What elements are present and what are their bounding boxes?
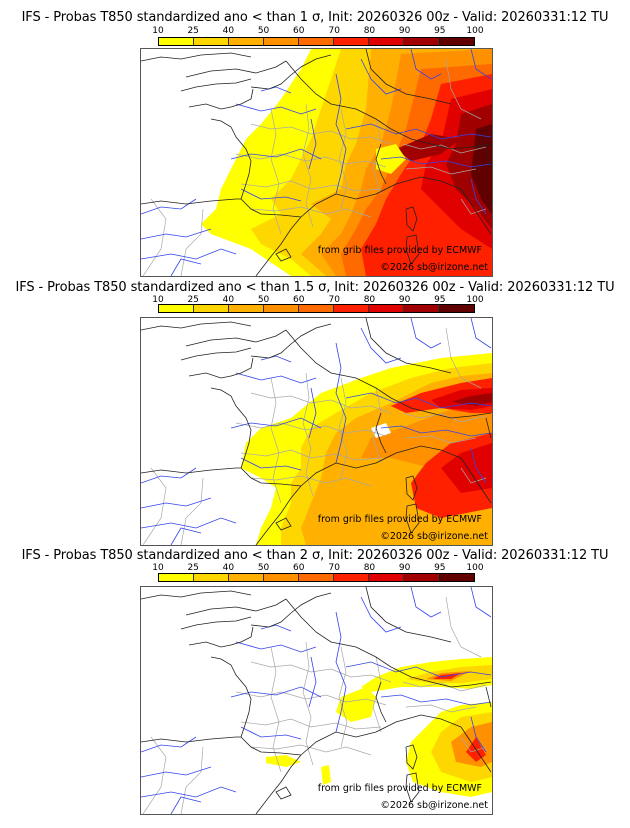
colorbar-segment — [368, 38, 404, 45]
map-canvas — [141, 318, 492, 545]
colorbar-tick: 60 — [293, 295, 305, 305]
colorbar-segment — [403, 38, 439, 45]
colorbar-segment — [403, 574, 439, 581]
colorbar-tick: 50 — [257, 26, 270, 36]
map-canvas — [141, 587, 492, 814]
panel-2: IFS - Probas T850 standardized ano < tha… — [15, 280, 615, 546]
colorbar-segment — [403, 305, 439, 312]
colorbar-segment — [438, 574, 474, 581]
colorbar-segment — [368, 574, 404, 581]
colorbar — [158, 573, 475, 582]
colorbar-segment — [298, 38, 334, 45]
colorbar-segment — [228, 38, 264, 45]
colorbar-tick: 70 — [328, 26, 340, 36]
colorbar-tick: 25 — [187, 295, 199, 305]
colorbar-segment — [193, 574, 229, 581]
probability-map: from grib files provided by ECMWF ©2026 … — [140, 48, 493, 277]
colorbar-tick: 90 — [398, 295, 411, 305]
colorbar-tick: 100 — [466, 563, 484, 573]
colorbar-segment — [193, 38, 229, 45]
copyright-credit: ©2026 sb@irizone.net — [380, 800, 488, 811]
map-canvas — [141, 49, 492, 276]
colorbar-segment — [368, 305, 404, 312]
colorbar-tick: 90 — [398, 26, 411, 36]
colorbar-tick: 80 — [363, 295, 376, 305]
colorbar-tick: 95 — [434, 26, 446, 36]
panel-title: IFS - Probas T850 standardized ano < tha… — [15, 280, 615, 295]
colorbar-segment — [263, 38, 299, 45]
panel-title: IFS - Probas T850 standardized ano < tha… — [21, 10, 609, 25]
colorbar-tick: 10 — [152, 26, 164, 36]
colorbar — [158, 304, 475, 313]
colorbar-segment — [263, 305, 299, 312]
colorbar-segment — [159, 305, 194, 312]
colorbar-tick: 80 — [363, 563, 376, 573]
probability-map: from grib files provided by ECMWF ©2026 … — [140, 586, 493, 815]
colorbar-tick: 70 — [328, 563, 340, 573]
colorbar-segment — [333, 38, 369, 45]
colorbar-segment — [228, 574, 264, 581]
colorbar-segment — [333, 305, 369, 312]
colorbar-tick: 25 — [187, 563, 199, 573]
grib-credit: from grib files provided by ECMWF — [317, 514, 482, 525]
colorbar — [158, 37, 475, 46]
colorbar-tick: 70 — [328, 295, 340, 305]
colorbar-tick: 90 — [398, 563, 411, 573]
colorbar-tick: 80 — [363, 26, 376, 36]
colorbar-tick: 40 — [222, 563, 235, 573]
colorbar-segment — [263, 574, 299, 581]
copyright-credit: ©2026 sb@irizone.net — [380, 531, 488, 542]
colorbar-tick: 50 — [257, 295, 270, 305]
copyright-credit: ©2026 sb@irizone.net — [380, 262, 488, 273]
colorbar-segment — [298, 574, 334, 581]
colorbar-tick: 25 — [187, 26, 199, 36]
colorbar-tick: 95 — [434, 295, 446, 305]
panel-title: IFS - Probas T850 standardized ano < tha… — [21, 548, 609, 563]
colorbar-segment — [298, 305, 334, 312]
colorbar-tick: 10 — [152, 295, 164, 305]
colorbar-tick: 100 — [466, 295, 484, 305]
colorbar-tick: 10 — [152, 563, 164, 573]
probability-field — [201, 49, 492, 276]
probability-field — [266, 657, 492, 797]
colorbar-tick: 40 — [222, 295, 235, 305]
colorbar-segment — [228, 305, 264, 312]
grib-credit: from grib files provided by ECMWF — [317, 783, 482, 794]
colorbar-ticks: 10 25 40 50 60 70 80 90 95 100 — [152, 563, 483, 573]
colorbar-tick: 100 — [466, 26, 484, 36]
colorbar-segment — [193, 305, 229, 312]
colorbar-tick: 50 — [257, 563, 270, 573]
colorbar-ticks: 10 25 40 50 60 70 80 90 95 100 — [152, 295, 483, 305]
probability-map: from grib files provided by ECMWF ©2026 … — [140, 317, 493, 546]
colorbar-segment — [333, 574, 369, 581]
colorbar-segment — [159, 574, 194, 581]
colorbar-segment — [438, 305, 474, 312]
panel-1: IFS - Probas T850 standardized ano < tha… — [0, 0, 630, 280]
colorbar-ticks: 10 25 40 50 60 70 80 90 95 100 — [152, 26, 483, 36]
colorbar-segment — [438, 38, 474, 45]
colorbar-tick: 95 — [434, 563, 446, 573]
colorbar-tick: 40 — [222, 26, 235, 36]
colorbar-tick: 60 — [293, 26, 305, 36]
colorbar-tick: 60 — [293, 563, 305, 573]
colorbar-segment — [159, 38, 194, 45]
grib-credit: from grib files provided by ECMWF — [317, 245, 482, 256]
